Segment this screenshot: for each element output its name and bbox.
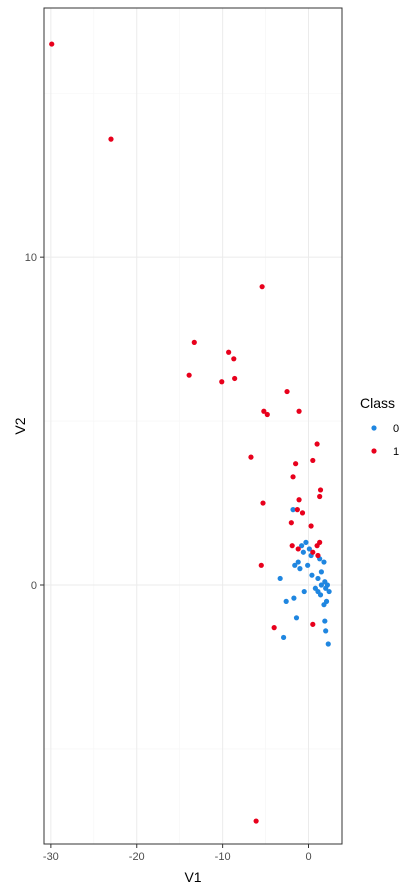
data-point-class-0 xyxy=(295,559,301,565)
y-tick-labels: 0 10 xyxy=(25,252,37,592)
legend-key-0 xyxy=(371,425,377,431)
data-point-class-1 xyxy=(284,388,290,395)
data-point-class-1 xyxy=(226,349,232,355)
data-point-class-0 xyxy=(293,615,300,621)
y-tick-label: 10 xyxy=(25,252,37,264)
data-point-class-0 xyxy=(318,582,324,588)
data-point-class-0 xyxy=(312,585,318,591)
data-point-class-0 xyxy=(315,575,321,582)
data-point-class-0 xyxy=(321,559,327,565)
data-point-class-0 xyxy=(290,507,296,513)
data-point-class-1 xyxy=(288,520,294,526)
data-point-class-0 xyxy=(322,618,328,624)
legend-title: Class xyxy=(360,395,395,411)
data-point-class-1 xyxy=(261,408,267,414)
data-point-class-1 xyxy=(191,339,197,345)
data-point-class-0 xyxy=(303,539,309,545)
panel-border xyxy=(43,7,343,845)
x-tick-label: 0 xyxy=(305,851,311,863)
data-point-class-1 xyxy=(310,621,316,627)
data-point-class-1 xyxy=(317,493,323,500)
grid-minor-lines xyxy=(44,8,342,844)
data-point-class-1 xyxy=(315,552,321,559)
x-tick-label: -30 xyxy=(43,851,59,863)
data-point-class-1 xyxy=(317,487,324,493)
data-point-class-1 xyxy=(296,408,302,414)
data-point-class-0 xyxy=(309,572,315,578)
data-point-class-1 xyxy=(290,474,296,480)
data-point-class-1 xyxy=(294,507,300,513)
data-point-class-1 xyxy=(314,543,320,549)
legend-label-1: 1 xyxy=(393,446,399,458)
legend: Class 0 1 xyxy=(360,395,399,458)
data-point-class-1 xyxy=(259,284,265,290)
data-point-class-1 xyxy=(308,523,314,529)
data-point-class-0 xyxy=(325,641,331,647)
x-tick-label: -20 xyxy=(129,851,145,863)
data-point-class-1 xyxy=(264,411,270,418)
data-point-class-0 xyxy=(317,592,324,598)
data-point-class-1 xyxy=(260,500,266,506)
data-point-class-1 xyxy=(186,372,192,378)
data-point-class-1 xyxy=(108,136,114,142)
data-point-class-1 xyxy=(296,497,302,503)
data-point-class-0 xyxy=(297,566,303,572)
data-point-class-1 xyxy=(219,379,225,385)
data-point-class-0 xyxy=(305,562,311,568)
y-tick-label: 0 xyxy=(31,580,37,592)
grid-major-lines xyxy=(44,8,342,844)
data-point-class-1 xyxy=(49,41,55,47)
data-point-class-1 xyxy=(258,562,264,568)
data-point-class-0 xyxy=(281,634,287,641)
data-point-class-1 xyxy=(310,549,316,555)
data-point-class-1 xyxy=(232,375,238,382)
data-point-class-0 xyxy=(277,575,283,582)
y-axis-title: V2 xyxy=(12,417,28,434)
data-point-class-0 xyxy=(326,588,332,595)
data-point-class-0 xyxy=(283,598,289,604)
data-point-class-0 xyxy=(323,585,329,591)
data-point-class-0 xyxy=(306,546,312,552)
data-point-class-1 xyxy=(295,546,301,552)
data-points xyxy=(49,41,332,824)
legend-key-1 xyxy=(371,448,377,454)
data-point-class-0 xyxy=(292,562,298,568)
data-point-class-0 xyxy=(318,569,324,575)
data-point-class-0 xyxy=(299,543,305,549)
data-point-class-1 xyxy=(248,454,254,460)
data-point-class-1 xyxy=(293,461,299,467)
data-point-class-1 xyxy=(289,543,295,549)
data-point-class-1 xyxy=(253,818,259,824)
data-point-class-1 xyxy=(271,625,277,631)
data-point-class-1 xyxy=(310,457,316,464)
data-point-class-0 xyxy=(301,588,307,595)
data-point-class-0 xyxy=(321,602,327,608)
data-point-class-0 xyxy=(291,595,297,601)
data-point-class-0 xyxy=(300,549,306,555)
data-point-class-1 xyxy=(299,510,306,516)
data-point-class-1 xyxy=(231,356,237,362)
data-point-class-1 xyxy=(314,441,320,447)
x-tick-label: -10 xyxy=(215,851,231,863)
x-tick-labels: -30 -20 -10 0 xyxy=(43,851,312,863)
data-point-class-0 xyxy=(323,628,329,634)
legend-label-0: 0 xyxy=(393,423,399,435)
x-axis-title: V1 xyxy=(184,869,201,885)
axis-ticks xyxy=(40,256,310,848)
